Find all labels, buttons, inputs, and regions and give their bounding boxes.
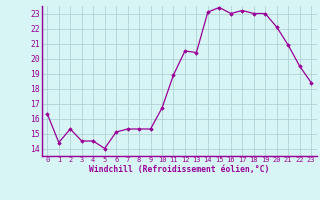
X-axis label: Windchill (Refroidissement éolien,°C): Windchill (Refroidissement éolien,°C)	[89, 165, 269, 174]
